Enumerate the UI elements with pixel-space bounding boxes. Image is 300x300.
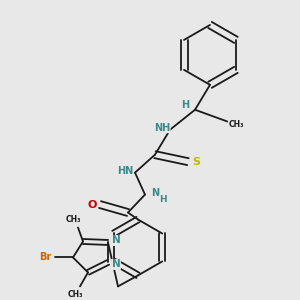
Text: CH₃: CH₃: [65, 215, 81, 224]
Text: H: H: [159, 195, 167, 204]
Text: HN: HN: [117, 166, 133, 176]
Text: O: O: [87, 200, 97, 210]
Text: H: H: [181, 100, 189, 110]
Text: CH₃: CH₃: [67, 290, 83, 299]
Text: Br: Br: [39, 252, 51, 262]
Text: S: S: [192, 157, 200, 166]
Text: N: N: [112, 236, 120, 245]
Text: NH: NH: [154, 123, 170, 133]
Text: N: N: [151, 188, 159, 198]
Text: N: N: [112, 260, 120, 269]
Text: CH₃: CH₃: [228, 120, 244, 129]
